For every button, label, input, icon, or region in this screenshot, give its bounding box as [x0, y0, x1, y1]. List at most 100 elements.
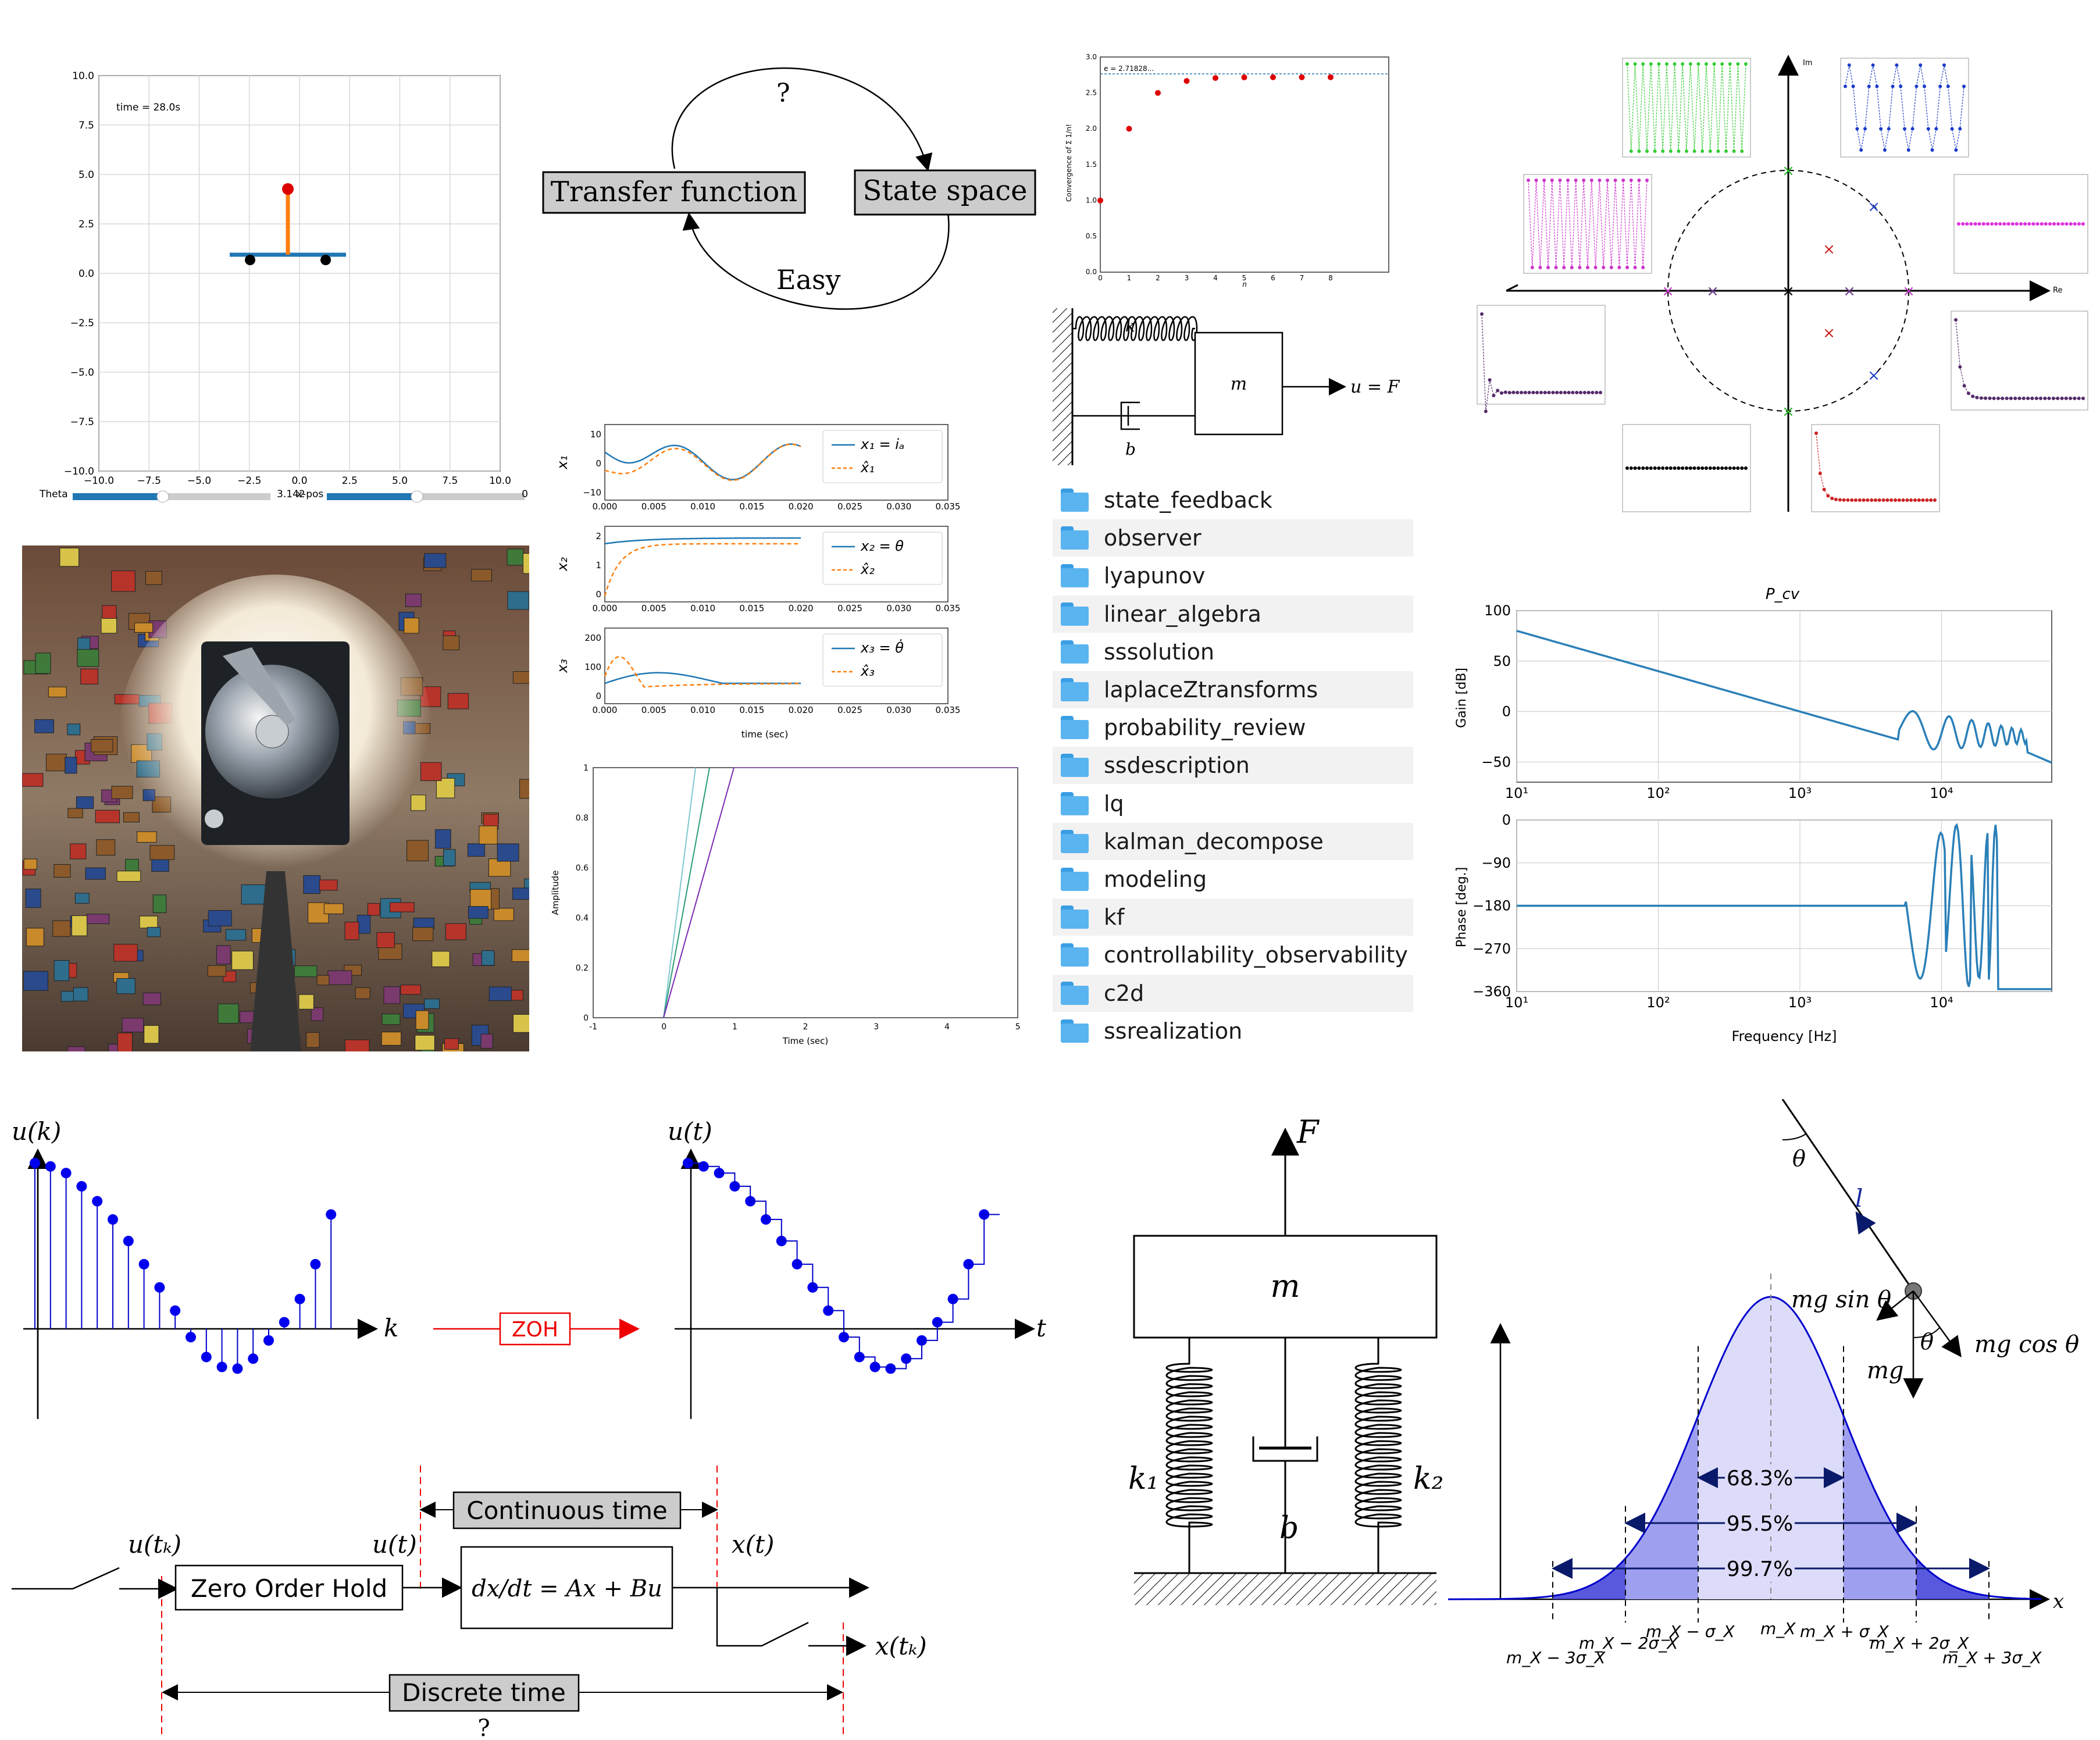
normal-pendulum-svg: x 68.3% 95.5% 99.7% m_X − 3σ_Xm_X − 2σ_X… [1448, 1099, 2079, 1667]
bode-freq-tick: 10⁴ [1930, 994, 1953, 1011]
ramp-xtick: 3 [873, 1022, 879, 1032]
folder-item[interactable]: kf [1053, 898, 1413, 936]
pole-response-inset [1523, 174, 1652, 274]
sigma-label: m_X − σ_X [1646, 1622, 1735, 1641]
zoh-small-label: ZOH [512, 1318, 558, 1342]
folder-item[interactable]: lq [1053, 785, 1413, 822]
folder-item[interactable]: ssrealization [1053, 1012, 1413, 1050]
conv-xtick: 8 [1328, 274, 1333, 282]
obs-xtick: 0.020 [789, 501, 814, 512]
hdd-arm [223, 647, 295, 726]
bode-freq-tick: 10¹ [1505, 994, 1528, 1011]
suspension-mass [1133, 1235, 1438, 1339]
easy-label: Easy [776, 264, 841, 295]
obs-xtick: 0.015 [739, 501, 764, 512]
obs-xtick: 0.005 [641, 705, 666, 715]
cartpole-ytick: 10.0 [72, 70, 94, 82]
cartpole-ytick: 2.5 [79, 219, 94, 230]
continuous-time-box [452, 1491, 682, 1529]
obs-est-curve [604, 443, 801, 482]
zoh-sample [310, 1258, 321, 1270]
folder-item[interactable]: probability_review [1053, 709, 1413, 746]
ramp-ytick: 0.6 [576, 864, 589, 873]
pole-marker: × [1782, 162, 1795, 180]
sigma-label: m_X − 3σ_X [1506, 1648, 1606, 1667]
folder-icon [1061, 868, 1091, 891]
folder-item[interactable]: c2d [1053, 974, 1413, 1012]
cartpole-xtick: 10.0 [489, 475, 511, 487]
folder-item[interactable]: sssolution [1053, 633, 1413, 671]
pole-response-inset [1477, 305, 1606, 413]
pole-marker: × [1867, 367, 1880, 384]
cartpole-xtick: −10.0 [84, 475, 114, 487]
k-axis-label: k [384, 1314, 398, 1342]
ramp-xtick: 2 [803, 1022, 808, 1032]
slider-xpos-label: x-pos [297, 489, 323, 500]
bode-svg: P_cv 10¹ 10¹ 10² 10² 10³ 10³ 10⁴ 10⁴ 100 50 0 −50 0 −… [1454, 586, 2052, 1044]
folder-item[interactable]: ssdescription [1053, 747, 1413, 785]
zoh-block-svg: Continuous time u(tₖ) Zero Order Hold u(… [12, 1466, 927, 1740]
folder-item[interactable]: lyapunov [1053, 557, 1413, 594]
ramp-ytick: 0.8 [576, 814, 589, 823]
folder-icon [1061, 526, 1091, 550]
pole-tip [282, 183, 294, 195]
conv-xtick: 6 [1271, 274, 1275, 282]
folder-label: probability_review [1104, 715, 1306, 741]
bode-phase-tick: −180 [1473, 898, 1511, 914]
zoh-question: ? [477, 1715, 490, 1738]
folder-label: ssrealization [1104, 1018, 1243, 1044]
folder-item[interactable]: modeling [1053, 861, 1413, 898]
continuous-time-label: Continuous time [466, 1496, 667, 1525]
cartpole-time: time = 28.0s [116, 102, 180, 113]
suspension-svg: F m b k₁ k₂ [1128, 1114, 1443, 1605]
folder-item[interactable]: laplaceZtransforms [1053, 671, 1413, 708]
slider-xpos-knob[interactable] [411, 490, 423, 503]
folder-label: state_feedback [1104, 487, 1272, 513]
slider-xpos-fill [327, 493, 417, 500]
bode-freq-tick: 10² [1646, 785, 1670, 801]
folder-icon [1061, 489, 1091, 512]
folder-label: kalman_decompose [1104, 828, 1324, 854]
slider-theta-knob[interactable] [156, 490, 169, 503]
cartpole-xtick: 0.0 [291, 475, 307, 487]
conv-ytick: 0.0 [1086, 268, 1097, 276]
sigma-label: m_X + 3σ_X [1942, 1648, 2042, 1667]
folder-item[interactable]: linear_algebra [1053, 595, 1413, 633]
obs-legend-true: x₃ = θ̇ [860, 639, 904, 656]
folder-label: modeling [1104, 867, 1207, 892]
obs-ytick: 1 [596, 560, 601, 571]
convergence-plot: 3.0 2.5 2.0 1.5 1.0 0.5 0.0 0 1 2 3 4 5 6 7 8 e = 2.71… [1058, 47, 1396, 291]
folder-item[interactable]: state_feedback [1053, 482, 1413, 519]
folder-item[interactable]: kalman_decompose [1053, 822, 1413, 860]
t-axis-label: t [1036, 1314, 1046, 1342]
ramp-xtick: 5 [1015, 1022, 1021, 1032]
folder-label: lyapunov [1104, 563, 1206, 589]
p683-label: 68.3% [1727, 1467, 1793, 1491]
pole-map-svg: Im Re × × × × × × × × × × × [1477, 55, 2088, 512]
wheel-left [245, 255, 255, 265]
transfer-function-box [542, 171, 806, 214]
ramp-xlabel: Time (sec) [782, 1036, 828, 1046]
ramp-ytick: 0 [583, 1014, 589, 1023]
k2-label: k₂ [1413, 1461, 1443, 1496]
discrete-time-box [388, 1674, 580, 1712]
folder-icon [1061, 564, 1091, 588]
cartpole-ytick: 0.0 [79, 268, 94, 280]
pole-marker: × [1782, 403, 1795, 420]
cartpole-ytick: −2.5 [70, 318, 94, 329]
zoh-sample [248, 1353, 259, 1364]
zoh-sample [263, 1335, 274, 1346]
pole-response-inset [1951, 311, 2088, 411]
obs-xtick: 0.030 [886, 705, 911, 715]
folder-item[interactable]: observer [1053, 519, 1413, 557]
folder-item[interactable]: controllability_observability [1053, 936, 1413, 974]
zoh-sample [201, 1352, 212, 1363]
folder-label: ssdescription [1104, 753, 1250, 779]
zoh-sample [45, 1161, 56, 1172]
ut-label: u(t) [668, 1117, 712, 1146]
conv-xtick: 0 [1098, 274, 1103, 282]
conv-ylabel: Convergence of Σ 1/n! [1065, 124, 1073, 202]
obs-xtick: 0.010 [690, 603, 715, 614]
ode-label: dx/dt = Ax + Bu [472, 1575, 662, 1602]
zero-order-hold-label: Zero Order Hold [191, 1574, 387, 1603]
